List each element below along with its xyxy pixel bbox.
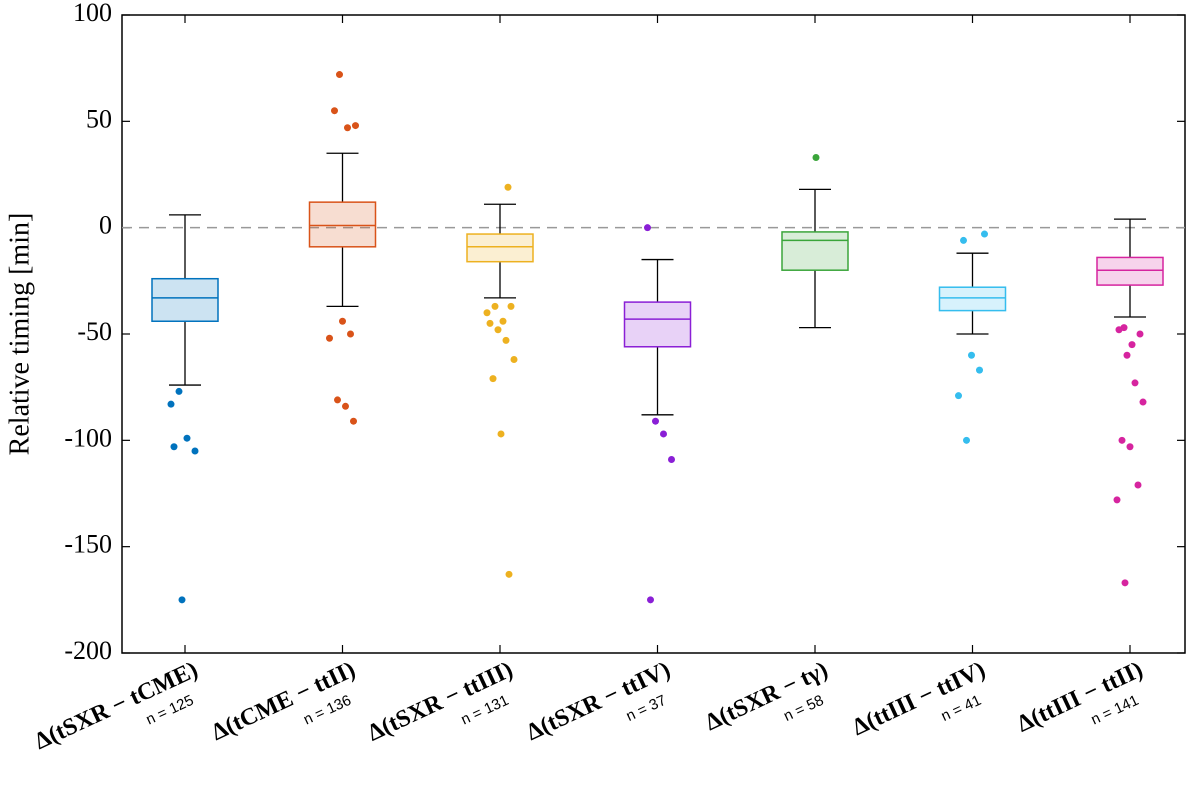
outlier bbox=[339, 317, 346, 325]
outlier bbox=[1126, 443, 1134, 451]
outlier bbox=[976, 366, 983, 374]
outlier bbox=[660, 430, 667, 438]
outlier bbox=[347, 330, 354, 338]
outlier bbox=[1115, 326, 1123, 334]
outlier bbox=[1131, 379, 1139, 387]
outlier bbox=[489, 375, 497, 383]
outlier bbox=[1134, 481, 1142, 489]
outlier bbox=[486, 319, 494, 327]
outlier bbox=[191, 447, 199, 455]
outlier bbox=[1118, 436, 1126, 444]
outlier bbox=[167, 400, 175, 408]
outlier bbox=[170, 443, 178, 451]
y-tick-label: 100 bbox=[73, 0, 112, 27]
outlier bbox=[507, 302, 515, 310]
outlier bbox=[499, 317, 507, 325]
y-tick-label: 0 bbox=[99, 211, 112, 240]
outlier bbox=[1113, 496, 1121, 504]
outlier bbox=[502, 336, 510, 344]
outlier bbox=[963, 436, 970, 444]
outlier bbox=[1136, 330, 1144, 338]
outlier bbox=[955, 392, 962, 400]
outlier bbox=[652, 417, 659, 425]
outlier bbox=[510, 356, 518, 364]
outlier bbox=[336, 71, 343, 79]
outlier bbox=[668, 455, 675, 463]
outlier bbox=[812, 153, 820, 161]
box bbox=[623, 301, 692, 348]
y-axis-label: Relative timing [min] bbox=[4, 213, 35, 456]
box bbox=[466, 233, 534, 263]
y-tick-label: -200 bbox=[64, 636, 112, 665]
outlier bbox=[342, 402, 349, 410]
outlier bbox=[491, 302, 499, 310]
y-tick-label: -50 bbox=[77, 317, 112, 346]
y-tick-label: -100 bbox=[64, 423, 112, 452]
outlier bbox=[344, 124, 351, 132]
outlier bbox=[175, 387, 183, 395]
outlier bbox=[331, 107, 338, 115]
outlier bbox=[183, 434, 191, 442]
outlier bbox=[497, 430, 505, 438]
outlier bbox=[505, 570, 513, 578]
outlier bbox=[647, 596, 654, 604]
outlier bbox=[494, 326, 502, 334]
outlier bbox=[1128, 341, 1136, 349]
outlier bbox=[178, 596, 186, 604]
box bbox=[308, 201, 377, 248]
outlier bbox=[326, 334, 333, 342]
box bbox=[938, 286, 1007, 312]
outlier bbox=[504, 183, 512, 191]
box bbox=[151, 277, 219, 322]
outlier bbox=[960, 236, 967, 244]
outlier bbox=[644, 224, 651, 232]
box bbox=[781, 231, 849, 271]
outlier bbox=[483, 309, 491, 317]
outlier bbox=[334, 396, 341, 404]
outlier bbox=[1121, 579, 1129, 587]
y-tick-label: 50 bbox=[86, 104, 112, 133]
outlier bbox=[1139, 398, 1147, 406]
box bbox=[1096, 256, 1164, 286]
outlier bbox=[352, 122, 359, 130]
outlier bbox=[968, 351, 975, 359]
outlier bbox=[1123, 351, 1131, 359]
y-tick-label: -150 bbox=[64, 530, 112, 559]
outlier bbox=[350, 417, 357, 425]
outlier bbox=[981, 230, 988, 238]
